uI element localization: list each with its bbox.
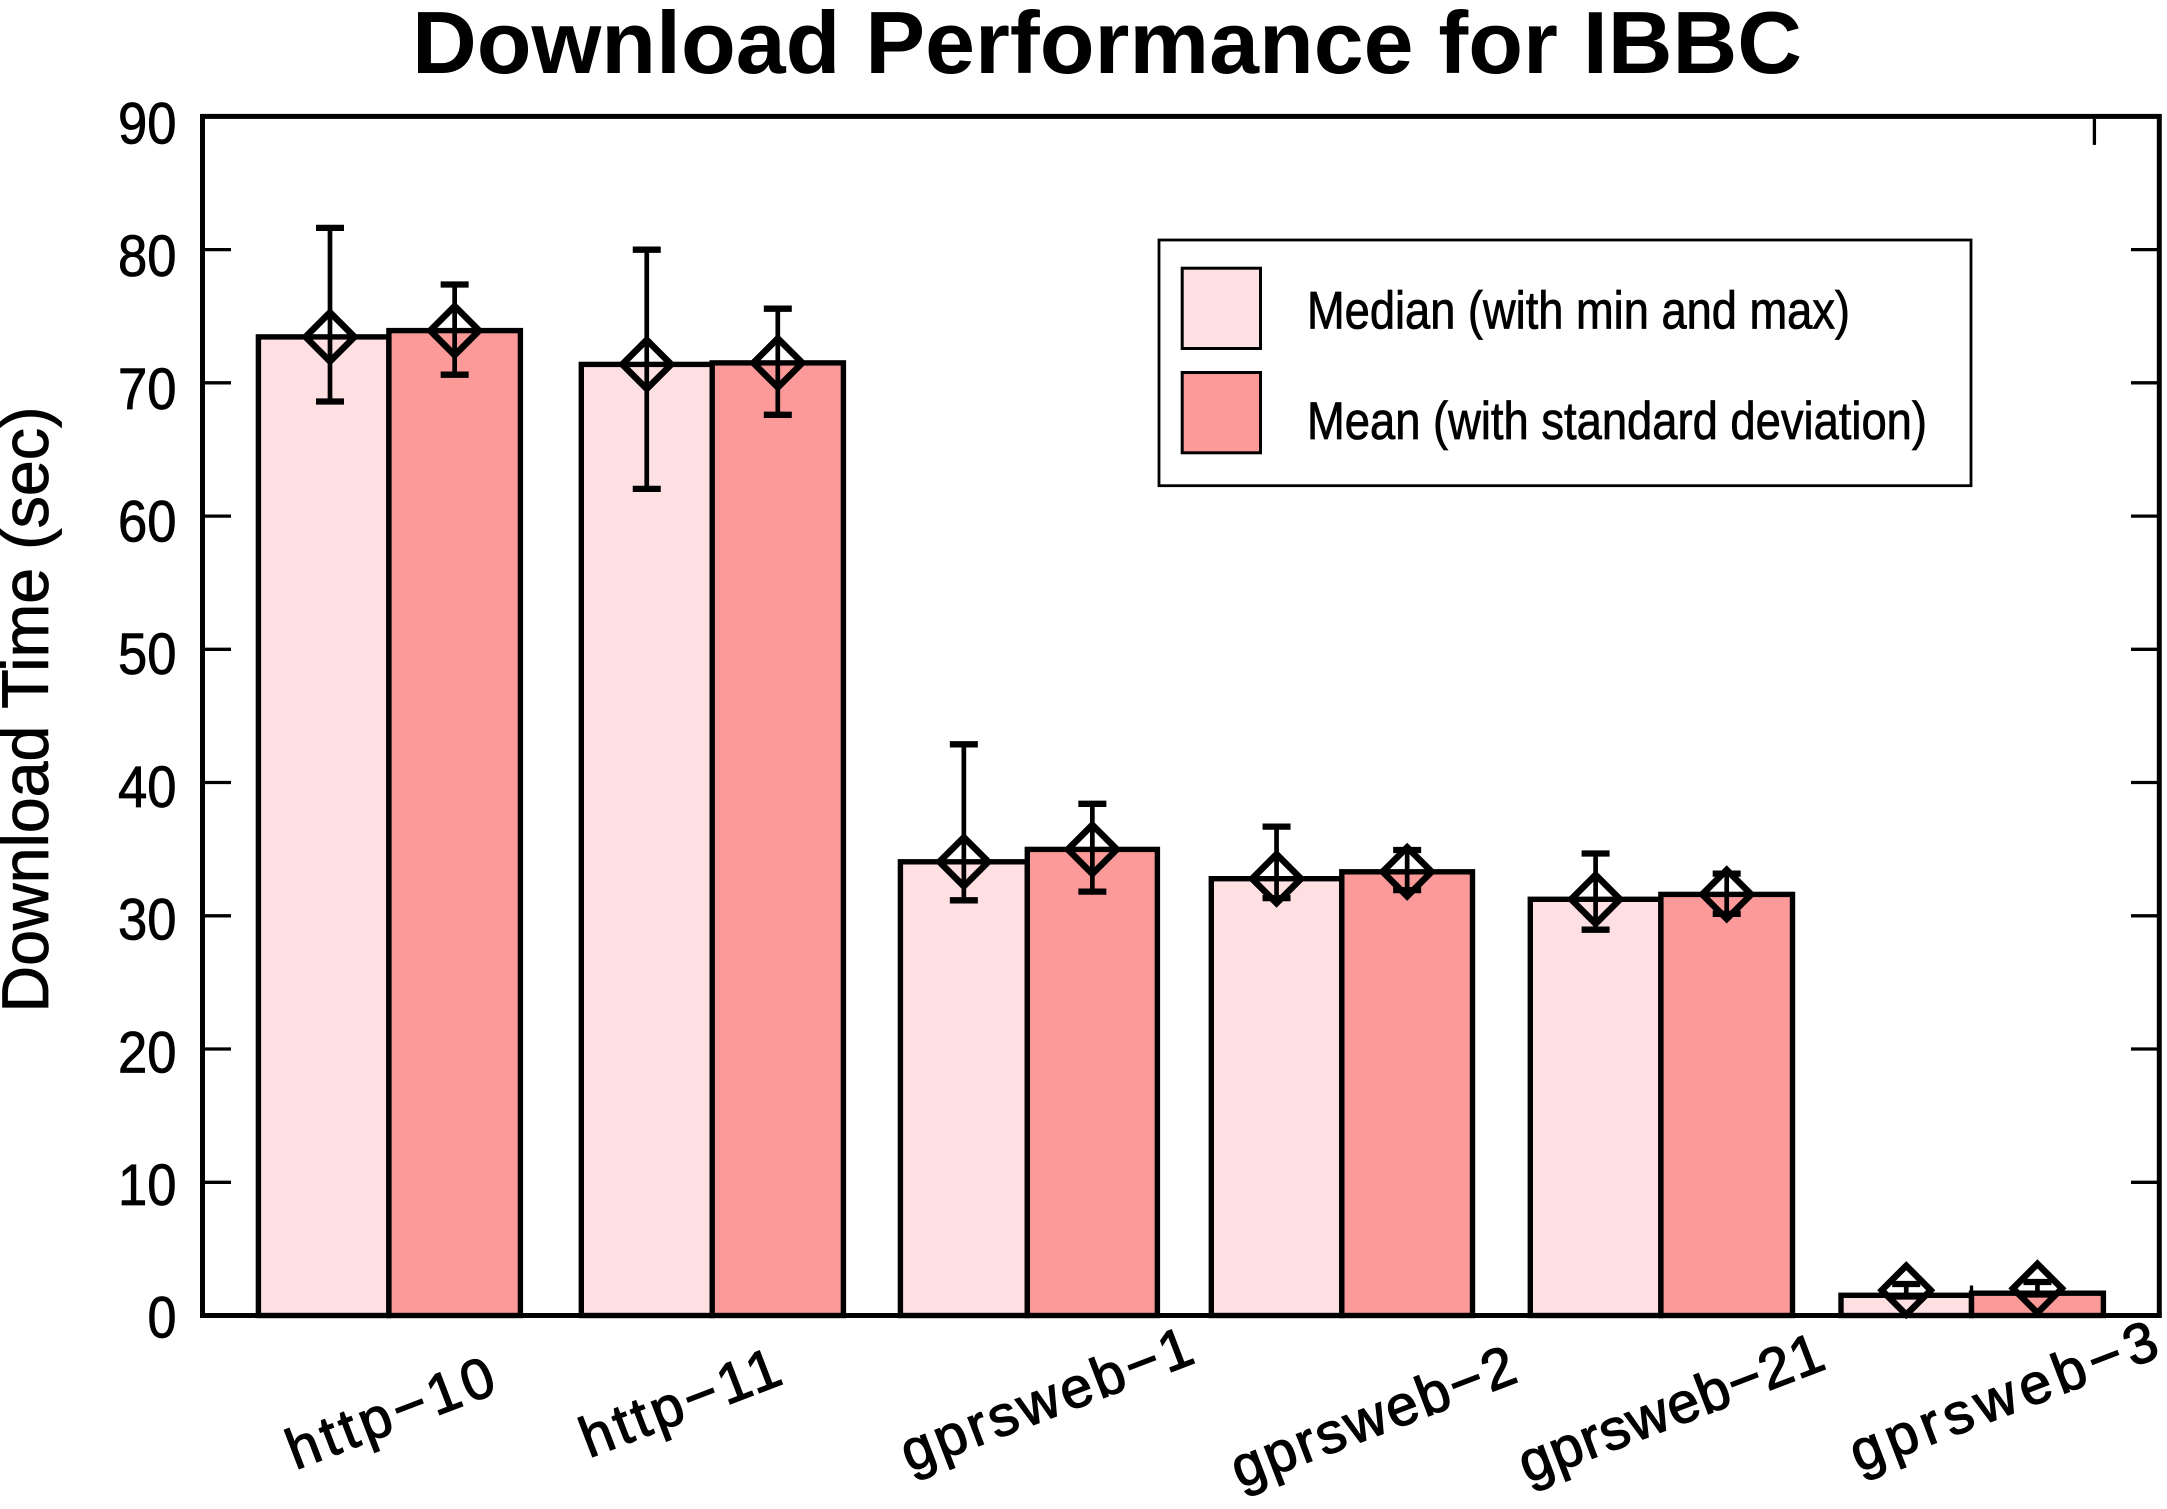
svg-text:50: 50 <box>118 622 177 687</box>
svg-text:90: 90 <box>118 91 177 156</box>
svg-text:0: 0 <box>148 1286 177 1351</box>
svg-text:30: 30 <box>118 888 177 953</box>
svg-text:Download Time (sec): Download Time (sec) <box>0 407 62 1013</box>
svg-text:Mean (with standard deviation): Mean (with standard deviation) <box>1307 392 1927 451</box>
svg-text:Median (with min and max): Median (with min and max) <box>1307 282 1850 341</box>
svg-text:20: 20 <box>118 1020 177 1085</box>
svg-text:10: 10 <box>118 1153 177 1218</box>
svg-text:40: 40 <box>118 755 177 820</box>
svg-text:80: 80 <box>118 224 177 289</box>
svg-text:Download Performance for IBBC: Download Performance for IBBC <box>412 0 1802 92</box>
svg-text:60: 60 <box>118 490 177 555</box>
svg-text:70: 70 <box>118 357 177 422</box>
